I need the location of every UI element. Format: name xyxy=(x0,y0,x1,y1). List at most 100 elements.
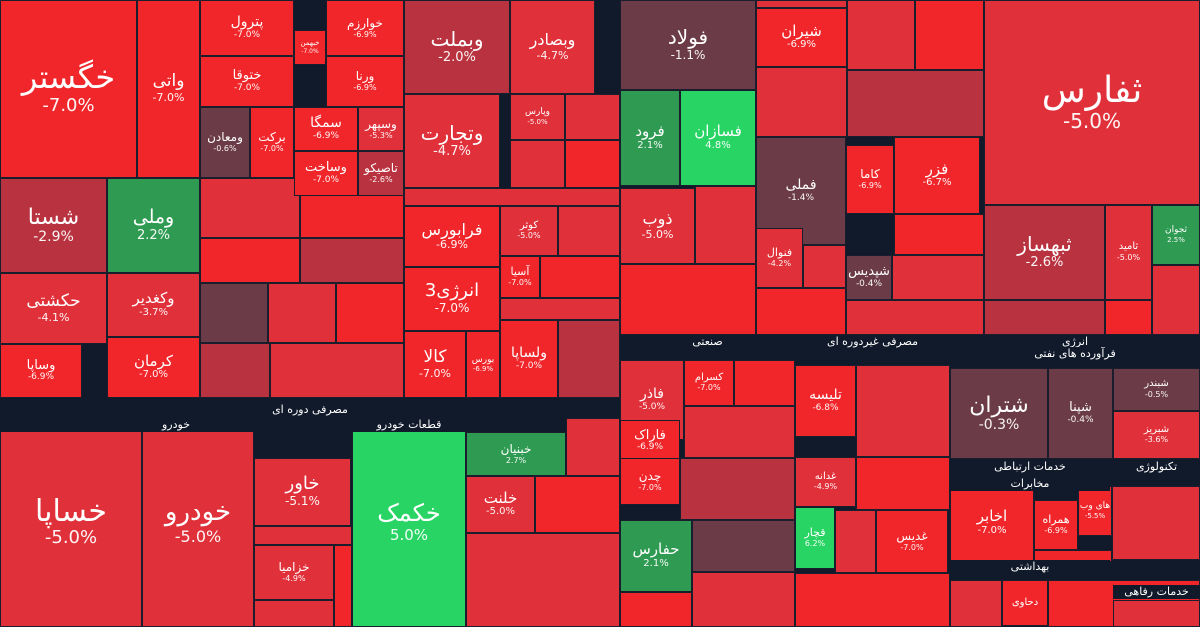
stock-tile[interactable]: وپارس -5.0% xyxy=(510,94,565,140)
minor-stock-tile[interactable] xyxy=(404,188,620,206)
minor-stock-tile[interactable] xyxy=(540,256,620,298)
stock-tile[interactable]: دحاوی xyxy=(1002,580,1048,626)
minor-stock-tile[interactable] xyxy=(300,238,404,283)
minor-stock-tile[interactable] xyxy=(847,0,915,70)
stock-tile[interactable]: شبریز -3.6% xyxy=(1113,411,1200,459)
minor-stock-tile[interactable] xyxy=(684,406,795,458)
stock-tile[interactable]: فملی -1.4% xyxy=(756,137,846,245)
stock-tile[interactable]: اخابر -7.0% xyxy=(950,482,1034,564)
stock-tile[interactable]: وکغدیر -3.7% xyxy=(107,273,200,337)
stock-tile[interactable]: ختوقا -7.0% xyxy=(200,56,294,107)
minor-stock-tile[interactable] xyxy=(756,0,847,8)
stock-tile[interactable]: فسازان 4.8% xyxy=(680,90,756,186)
stock-tile[interactable]: بورس -6.9% xyxy=(466,331,500,398)
stock-tile[interactable]: ثبهساز -2.6% xyxy=(984,205,1105,300)
minor-stock-tile[interactable] xyxy=(254,526,352,545)
minor-stock-tile[interactable] xyxy=(558,206,620,256)
minor-stock-tile[interactable] xyxy=(1105,300,1152,335)
stock-tile[interactable]: وملی 2.2% xyxy=(107,178,200,273)
minor-stock-tile[interactable] xyxy=(535,476,620,533)
minor-stock-tile[interactable] xyxy=(336,283,404,343)
minor-stock-tile[interactable] xyxy=(835,510,876,573)
stock-tile[interactable]: واتی -7.0% xyxy=(137,0,200,178)
stock-tile[interactable]: وسپهر -5.3% xyxy=(358,107,404,151)
stock-tile[interactable]: ثفارس -5.0% xyxy=(984,0,1200,205)
stock-tile[interactable]: سمگا -6.9% xyxy=(294,107,358,151)
stock-tile[interactable]: شبندر -0.5% xyxy=(1113,368,1200,411)
stock-tile[interactable]: فزر -6.7% xyxy=(894,137,980,214)
stock-tile[interactable]: شتران -0.3% xyxy=(950,368,1048,459)
stock-tile[interactable]: های وب -5.5% xyxy=(1078,486,1112,536)
minor-stock-tile[interactable] xyxy=(620,592,692,627)
minor-stock-tile[interactable] xyxy=(1113,600,1200,627)
stock-tile[interactable]: کرمان -7.0% xyxy=(107,337,200,398)
minor-stock-tile[interactable] xyxy=(847,70,984,137)
minor-stock-tile[interactable] xyxy=(466,533,620,627)
stock-tile[interactable]: همراه -6.9% xyxy=(1034,500,1078,550)
stock-tile[interactable]: شپنا -0.4% xyxy=(1048,368,1113,459)
stock-tile[interactable]: انرژی3 -7.0% xyxy=(404,267,500,331)
stock-tile[interactable]: ثامید -5.0% xyxy=(1105,205,1152,300)
stock-tile[interactable]: خاور -5.1% xyxy=(254,458,351,526)
stock-tile[interactable]: کسرام -7.0% xyxy=(684,360,734,406)
stock-tile[interactable]: ورنا -6.9% xyxy=(326,56,404,107)
minor-stock-tile[interactable] xyxy=(734,360,795,406)
minor-stock-tile[interactable] xyxy=(558,320,620,398)
minor-stock-tile[interactable] xyxy=(984,300,1105,335)
minor-stock-tile[interactable] xyxy=(894,214,984,255)
minor-stock-tile[interactable] xyxy=(892,255,984,300)
stock-tile[interactable]: خبنیان 2.7% xyxy=(466,432,566,476)
minor-stock-tile[interactable] xyxy=(756,288,846,335)
stock-tile[interactable]: فرابورس -6.9% xyxy=(404,206,500,267)
minor-stock-tile[interactable] xyxy=(950,580,1002,627)
stock-tile[interactable]: ذوب -5.0% xyxy=(620,188,695,264)
stock-tile[interactable]: خبهمن -7.0% xyxy=(294,30,326,65)
stock-tile[interactable]: خکمک 5.0% xyxy=(352,418,466,627)
stock-tile[interactable]: شپدیس -0.4% xyxy=(846,255,892,300)
minor-stock-tile[interactable] xyxy=(692,572,795,627)
stock-tile[interactable]: وتجارت -4.7% xyxy=(404,94,500,188)
stock-tile[interactable]: خودرو -5.0% xyxy=(142,418,254,627)
minor-stock-tile[interactable] xyxy=(334,545,352,627)
stock-tile[interactable]: چدن -7.0% xyxy=(620,458,680,505)
stock-tile[interactable]: وساپا -6.9% xyxy=(0,344,82,398)
minor-stock-tile[interactable] xyxy=(200,343,270,398)
minor-stock-tile[interactable] xyxy=(795,573,950,627)
stock-tile[interactable]: شستا -2.9% xyxy=(0,178,107,273)
stock-tile[interactable]: شیران -6.9% xyxy=(756,8,847,67)
stock-tile[interactable]: فنوال -4.2% xyxy=(756,228,803,288)
stock-tile[interactable]: قچار 6.2% xyxy=(795,507,835,569)
minor-stock-tile[interactable] xyxy=(856,365,950,457)
stock-tile[interactable]: وساخت -7.0% xyxy=(294,151,358,196)
stock-tile[interactable]: وبصادر -4.7% xyxy=(510,0,595,94)
stock-tile[interactable]: آسیا -7.0% xyxy=(500,256,540,298)
minor-stock-tile[interactable] xyxy=(566,418,620,476)
minor-stock-tile[interactable] xyxy=(1112,486,1200,560)
stock-tile[interactable]: تلیسه -6.8% xyxy=(795,365,856,437)
minor-stock-tile[interactable] xyxy=(268,283,336,343)
minor-stock-tile[interactable] xyxy=(200,238,300,283)
stock-tile[interactable]: کاما -6.9% xyxy=(846,145,894,214)
stock-tile[interactable]: ثجوان 2.5% xyxy=(1152,205,1200,265)
stock-tile[interactable]: کوثر -5.0% xyxy=(500,206,558,256)
minor-stock-tile[interactable] xyxy=(510,140,565,188)
stock-tile[interactable]: غدیس -7.0% xyxy=(876,510,948,573)
stock-tile[interactable]: خساپا -5.0% xyxy=(0,418,142,627)
stock-tile[interactable]: وبملت -2.0% xyxy=(404,0,510,94)
minor-stock-tile[interactable] xyxy=(692,520,795,572)
stock-tile[interactable]: پترول -7.0% xyxy=(200,0,294,56)
minor-stock-tile[interactable] xyxy=(620,264,756,335)
stock-tile[interactable]: خگستر -7.0% xyxy=(0,0,137,178)
stock-tile[interactable]: حکشتی -4.1% xyxy=(0,273,107,344)
minor-stock-tile[interactable] xyxy=(756,67,847,137)
minor-stock-tile[interactable] xyxy=(915,0,984,70)
minor-stock-tile[interactable] xyxy=(254,600,334,627)
stock-tile[interactable]: تاصیکو -2.6% xyxy=(358,151,404,196)
stock-tile[interactable]: فرود 2.1% xyxy=(620,90,680,186)
minor-stock-tile[interactable] xyxy=(846,300,984,335)
minor-stock-tile[interactable] xyxy=(695,186,756,264)
minor-stock-tile[interactable] xyxy=(565,94,620,140)
minor-stock-tile[interactable] xyxy=(500,298,620,320)
minor-stock-tile[interactable] xyxy=(1152,265,1200,335)
stock-tile[interactable]: خلنت -5.0% xyxy=(466,476,535,533)
